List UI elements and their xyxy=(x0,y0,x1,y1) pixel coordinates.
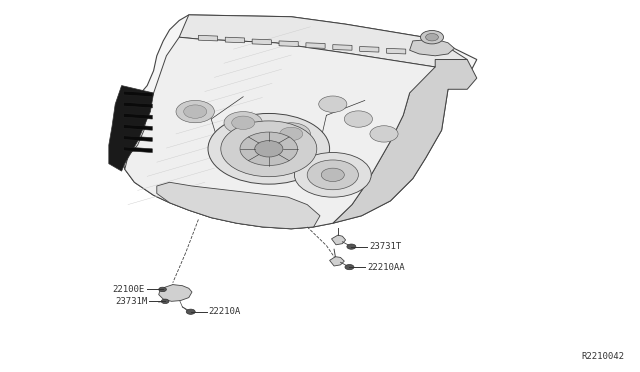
Circle shape xyxy=(426,33,438,41)
Polygon shape xyxy=(198,35,218,41)
Circle shape xyxy=(344,111,372,127)
Polygon shape xyxy=(279,41,298,46)
Text: 22210AA: 22210AA xyxy=(367,263,405,272)
Circle shape xyxy=(280,127,303,141)
Polygon shape xyxy=(360,46,379,52)
Circle shape xyxy=(221,121,317,177)
Circle shape xyxy=(347,244,356,249)
Polygon shape xyxy=(118,15,477,229)
Polygon shape xyxy=(124,91,152,97)
Circle shape xyxy=(232,116,255,129)
Polygon shape xyxy=(333,45,352,50)
Text: 22210A: 22210A xyxy=(209,307,241,316)
Circle shape xyxy=(184,105,207,118)
Circle shape xyxy=(161,299,169,304)
Polygon shape xyxy=(306,43,325,48)
Polygon shape xyxy=(252,39,271,45)
Circle shape xyxy=(321,168,344,182)
Circle shape xyxy=(272,123,310,145)
Circle shape xyxy=(307,160,358,190)
Circle shape xyxy=(186,309,195,314)
Circle shape xyxy=(240,132,298,166)
Text: 22100E: 22100E xyxy=(113,285,145,294)
Polygon shape xyxy=(125,37,435,229)
Circle shape xyxy=(208,113,330,184)
Circle shape xyxy=(159,287,166,292)
Polygon shape xyxy=(124,102,152,108)
Circle shape xyxy=(294,153,371,197)
Polygon shape xyxy=(157,182,320,229)
Circle shape xyxy=(370,126,398,142)
Polygon shape xyxy=(332,235,346,245)
Circle shape xyxy=(420,31,444,44)
Circle shape xyxy=(345,264,354,270)
Polygon shape xyxy=(387,48,406,54)
Polygon shape xyxy=(109,86,154,171)
Text: 23731T: 23731T xyxy=(369,242,401,251)
Circle shape xyxy=(176,100,214,123)
Polygon shape xyxy=(333,60,477,223)
Polygon shape xyxy=(225,37,244,43)
Text: 23731M: 23731M xyxy=(115,297,147,306)
Polygon shape xyxy=(124,113,152,119)
Circle shape xyxy=(319,96,347,112)
Text: R2210042: R2210042 xyxy=(581,352,624,361)
Circle shape xyxy=(224,112,262,134)
Polygon shape xyxy=(124,147,152,153)
Polygon shape xyxy=(410,39,454,56)
Polygon shape xyxy=(124,125,152,130)
Polygon shape xyxy=(159,285,192,301)
Polygon shape xyxy=(330,257,344,266)
Polygon shape xyxy=(179,15,467,67)
Polygon shape xyxy=(124,136,152,141)
Circle shape xyxy=(255,141,283,157)
